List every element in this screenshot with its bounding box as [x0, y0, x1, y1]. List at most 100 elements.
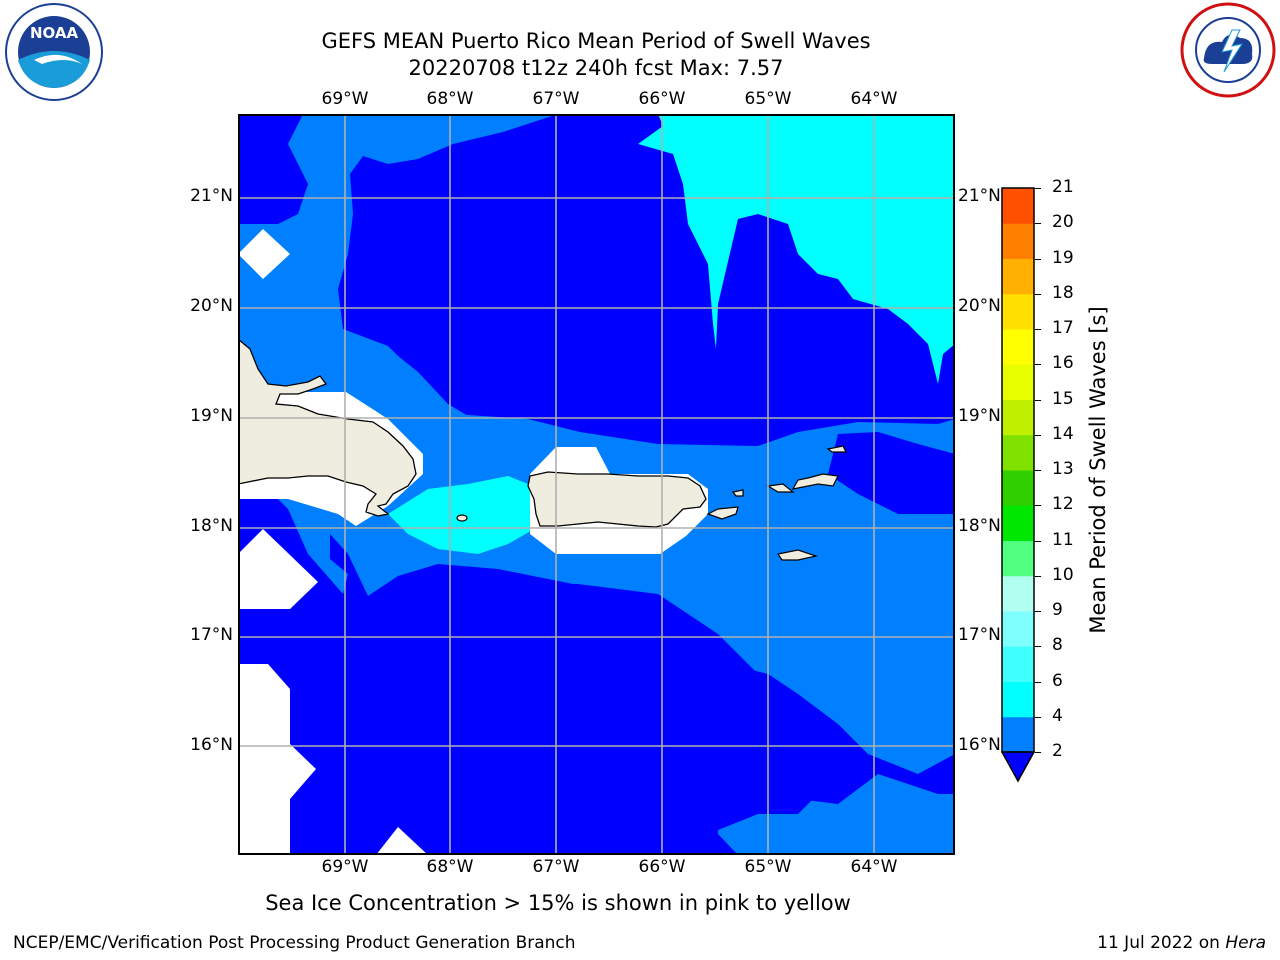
- lat-label-left: 16°N: [190, 735, 233, 755]
- colorbar-tick-mark: [1035, 399, 1041, 401]
- footer-branch: NCEP/EMC/Verification Post Processing Pr…: [13, 933, 576, 953]
- colorbar-tick-label: 2: [1052, 741, 1063, 761]
- island: [731, 489, 744, 497]
- lat-label-left: 21°N: [190, 186, 233, 206]
- island: [706, 506, 739, 520]
- lat-label-left: 20°N: [190, 296, 233, 316]
- chart-subtitle: 20220708 t12z 240h fcst Max: 7.57: [408, 56, 784, 80]
- colorbar-label: Mean Period of Swell Waves [s]: [1086, 306, 1110, 634]
- sea-ice-note: Sea Ice Concentration > 15% is shown in …: [265, 891, 851, 915]
- lon-label-bottom: 69°W: [321, 857, 369, 877]
- colorbar-tick-label: 13: [1052, 459, 1074, 479]
- colorbar-tick-mark: [1035, 470, 1041, 471]
- colorbar-tick-label: 17: [1052, 318, 1074, 338]
- colorbar-tick-mark: [1035, 575, 1041, 577]
- island: [456, 514, 468, 522]
- colorbar-segment: [1002, 434, 1034, 471]
- colorbar-tick-label: 10: [1052, 564, 1074, 585]
- colorbar-tick-mark: [1035, 540, 1041, 542]
- colorbar-tick-mark: [1035, 646, 1041, 648]
- footer-machine: Hera: [1225, 933, 1266, 953]
- colorbar-tick-label: 8: [1052, 635, 1063, 656]
- lon-label-top: 68°W: [426, 89, 474, 109]
- colorbar-tick-label: 16: [1052, 353, 1074, 374]
- colorbar-tick-mark: [1035, 716, 1041, 718]
- lon-label-bottom: 64°W: [850, 857, 898, 877]
- lon-label-top: 67°W: [532, 89, 580, 109]
- masked-region: [238, 664, 316, 855]
- lon-label-bottom: 66°W: [638, 857, 686, 877]
- colorbar-tick-mark: [1035, 434, 1041, 436]
- masked-region: [238, 529, 318, 609]
- colorbar-segment: [1002, 293, 1034, 330]
- colorbar-segment: [1002, 505, 1034, 541]
- colorbar-segment: [1002, 188, 1034, 224]
- colorbar-tick-mark: [1035, 258, 1041, 260]
- colorbar-segment: [1002, 611, 1034, 647]
- map-frame: [238, 114, 955, 855]
- lat-label-right: 21°N: [958, 186, 1001, 206]
- lon-label-bottom: 67°W: [532, 857, 580, 877]
- colorbar-tick-label: 19: [1052, 247, 1074, 268]
- nws-logo-icon: [1180, 2, 1276, 98]
- lat-label-right: 18°N: [958, 516, 1001, 536]
- colorbar-tick-mark: [1035, 611, 1041, 612]
- lat-label-right: 16°N: [958, 735, 1001, 755]
- colorbar-segment: [1002, 681, 1034, 718]
- island: [826, 445, 847, 453]
- colorbar-tick-label: 20: [1052, 212, 1074, 233]
- colorbar-tick-mark: [1035, 329, 1041, 330]
- noaa-logo-text: NOAA: [30, 24, 79, 42]
- colorbar-tick-label: 12: [1052, 494, 1074, 515]
- colorbar-tick-mark: [1035, 681, 1041, 683]
- lon-label-top: 69°W: [321, 89, 369, 109]
- colorbar-segment: [1002, 540, 1034, 577]
- lat-label-left: 19°N: [190, 406, 233, 426]
- lon-label-bottom: 65°W: [744, 857, 792, 877]
- colorbar-tick-label: 4: [1052, 705, 1063, 726]
- colorbar-segment: [1002, 575, 1034, 612]
- colorbar-tick-mark: [1035, 293, 1041, 295]
- colorbar-extend-arrow: [1001, 751, 1035, 783]
- period-6-8-region: [638, 114, 955, 384]
- period-4-6-region: [718, 774, 955, 855]
- period-6-8-region: [388, 476, 543, 554]
- colorbar-segment: [1002, 364, 1034, 400]
- graticule: [238, 114, 955, 855]
- lon-label-top: 64°W: [850, 89, 898, 109]
- colorbar-frame: [1001, 187, 1035, 753]
- colorbar: [1001, 187, 1035, 783]
- chart-title: GEFS MEAN Puerto Rico Mean Period of Swe…: [321, 29, 871, 53]
- colorbar-tick-label: 15: [1052, 388, 1074, 409]
- swell-period-map: [238, 114, 955, 855]
- masked-region: [238, 229, 290, 279]
- masked-region: [376, 827, 428, 855]
- colorbar-segment: [1002, 470, 1034, 506]
- footer-timestamp: 11 Jul 2022 on Hera: [1097, 933, 1266, 953]
- lat-label-right: 20°N: [958, 296, 1001, 316]
- colorbar-tick-label: 6: [1052, 670, 1063, 691]
- colorbar-tick-mark: [1035, 364, 1041, 366]
- colorbar-tick-label: 21: [1052, 177, 1074, 197]
- island: [791, 473, 839, 490]
- lat-label-right: 17°N: [958, 625, 1001, 645]
- colorbar-tick-label: 9: [1052, 600, 1063, 620]
- period-4-6-region: [238, 114, 955, 774]
- lon-label-top: 66°W: [638, 89, 686, 109]
- colorbar-tick-mark: [1035, 752, 1041, 753]
- period-4-6-region: [698, 474, 955, 679]
- noaa-logo-icon: NOAA: [5, 3, 103, 101]
- colorbar-segment: [1002, 399, 1034, 436]
- colorbar-segment: [1002, 223, 1034, 259]
- colorbar-segment: [1002, 329, 1034, 365]
- footer-date: 11 Jul 2022 on: [1097, 933, 1226, 953]
- colorbar-tick-label: 11: [1052, 529, 1074, 550]
- lat-label-left: 18°N: [190, 516, 233, 536]
- colorbar-segment: [1002, 716, 1034, 753]
- island: [777, 549, 819, 561]
- colorbar-tick-mark: [1035, 188, 1041, 189]
- colorbar-tick-label: 18: [1052, 282, 1074, 303]
- lon-label-bottom: 68°W: [426, 857, 474, 877]
- colorbar-segment: [1002, 646, 1034, 682]
- colorbar-segment: [1002, 258, 1034, 295]
